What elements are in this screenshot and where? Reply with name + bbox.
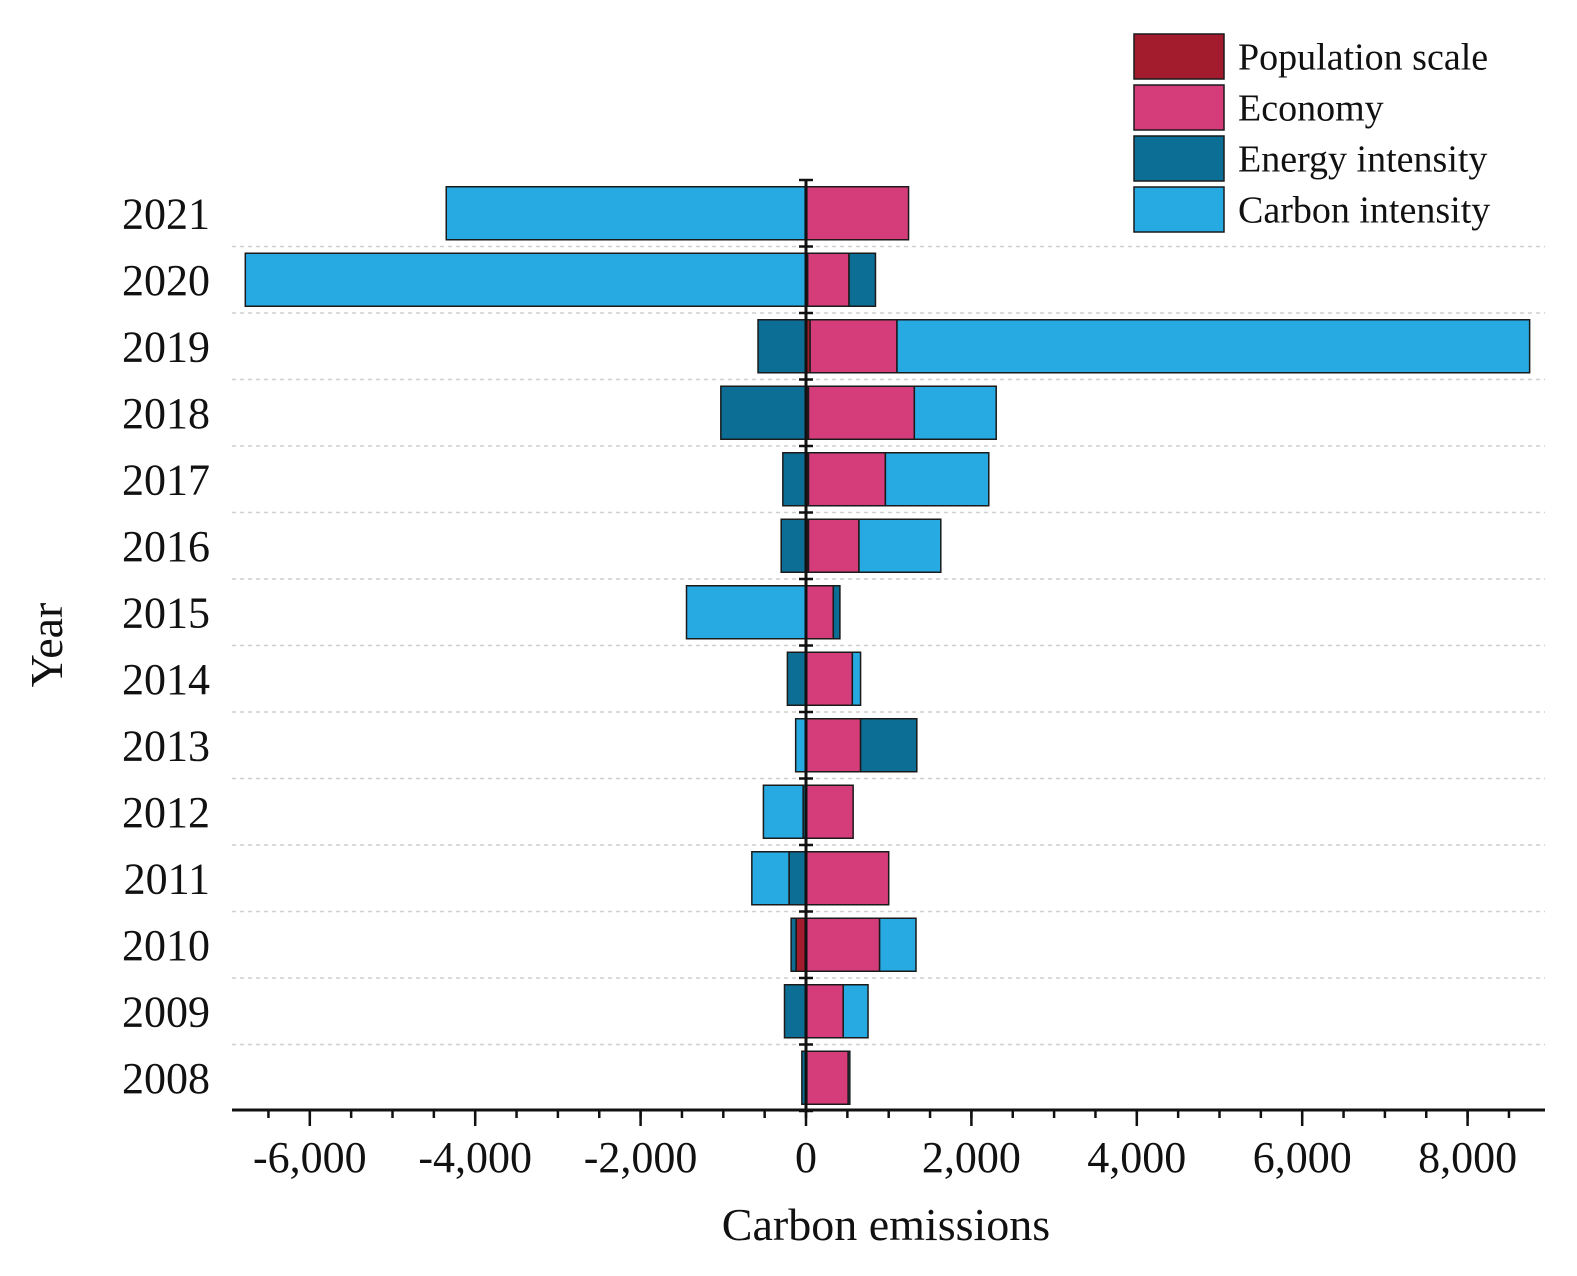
x-tick-label: -4,000 <box>418 1133 532 1182</box>
bar-2013-energy-intensity <box>859 718 918 773</box>
y-tick-label: 2008 <box>122 1054 210 1103</box>
bar-2021-economy <box>806 186 910 241</box>
legend-label-energy-intensity: Energy intensity <box>1238 139 1487 181</box>
legend-swatch-carbon-intensity <box>1133 186 1225 233</box>
legend-label-population-scale: Population scale <box>1238 37 1488 79</box>
bar-2014-carbon-intensity <box>851 651 862 706</box>
bar-2009-energy-intensity <box>783 984 807 1039</box>
y-tick-label: 2017 <box>122 455 210 504</box>
bar-2016-economy <box>807 518 860 573</box>
y-tick-label: 2018 <box>122 389 210 438</box>
legend-swatch-economy <box>1133 84 1225 131</box>
bar-2017-carbon-intensity <box>884 452 990 507</box>
bar-2013-carbon-intensity <box>794 718 807 773</box>
x-tick-label: 2,000 <box>922 1133 1021 1182</box>
bar-2013-economy <box>805 718 862 773</box>
y-tick-label: 2020 <box>122 256 210 305</box>
y-tick-label: 2011 <box>124 854 210 903</box>
bar-2015-carbon-intensity <box>685 585 807 640</box>
bar-2014-energy-intensity <box>786 651 807 706</box>
y-tick-label: 2015 <box>122 588 210 637</box>
bar-2010-economy <box>805 917 881 972</box>
x-tick-label: -6,000 <box>253 1133 367 1182</box>
bar-2018-carbon-intensity <box>913 385 997 440</box>
x-tick-label: -2,000 <box>584 1133 698 1182</box>
x-axis-title: Carbon emissions <box>722 1199 1050 1250</box>
x-tick-label: 4,000 <box>1087 1133 1186 1182</box>
y-tick-label: 2013 <box>122 721 210 770</box>
x-tick-label: 0 <box>795 1133 817 1182</box>
bar-2012-carbon-intensity <box>762 784 804 839</box>
bar-2017-economy <box>807 452 887 507</box>
bar-2009-economy <box>806 984 844 1039</box>
bar-2008-carbon-intensity <box>847 1050 851 1105</box>
legend-label-carbon-intensity: Carbon intensity <box>1238 190 1490 232</box>
y-tick-label: 2010 <box>122 921 210 970</box>
x-tick-label: 8,000 <box>1418 1133 1517 1182</box>
bar-2008-economy <box>806 1050 849 1105</box>
y-tick-label: 2016 <box>122 522 210 571</box>
y-tick-label: 2019 <box>122 322 210 371</box>
bar-2015-energy-intensity <box>832 585 841 640</box>
y-tick-label: 2009 <box>122 987 210 1036</box>
bar-2016-carbon-intensity <box>858 518 942 573</box>
bar-2019-carbon-intensity <box>896 319 1531 374</box>
bar-2015-economy <box>805 585 835 640</box>
bar-2011-carbon-intensity <box>751 851 790 906</box>
bar-2009-carbon-intensity <box>842 984 869 1039</box>
bar-2018-economy <box>807 385 916 440</box>
bar-2016-energy-intensity <box>780 518 807 573</box>
y-axis-title: Year <box>21 603 72 688</box>
bar-2018-energy-intensity <box>720 385 807 440</box>
legend-swatch-population-scale <box>1133 33 1225 80</box>
y-tick-label: 2014 <box>122 655 210 704</box>
bar-2017-energy-intensity <box>782 452 807 507</box>
bar-2020-energy-intensity <box>848 252 877 307</box>
bar-2019-energy-intensity <box>757 319 807 374</box>
bar-2019-economy <box>809 319 898 374</box>
bar-2020-economy <box>806 252 850 307</box>
legend-swatch-energy-intensity <box>1133 135 1225 182</box>
bar-2011-energy-intensity <box>788 851 807 906</box>
bar-2021-carbon-intensity <box>445 186 806 241</box>
bar-2012-economy <box>805 784 854 839</box>
x-tick-label: 6,000 <box>1253 1133 1352 1182</box>
bar-2010-carbon-intensity <box>878 917 917 972</box>
bar-2010-energy-intensity <box>790 917 797 972</box>
legend-label-economy: Economy <box>1238 88 1384 130</box>
y-tick-label: 2012 <box>122 788 210 837</box>
y-tick-label: 2021 <box>122 189 210 238</box>
bar-2014-economy <box>805 651 854 706</box>
bar-2011-economy <box>805 851 890 906</box>
bar-2020-carbon-intensity <box>244 252 807 307</box>
